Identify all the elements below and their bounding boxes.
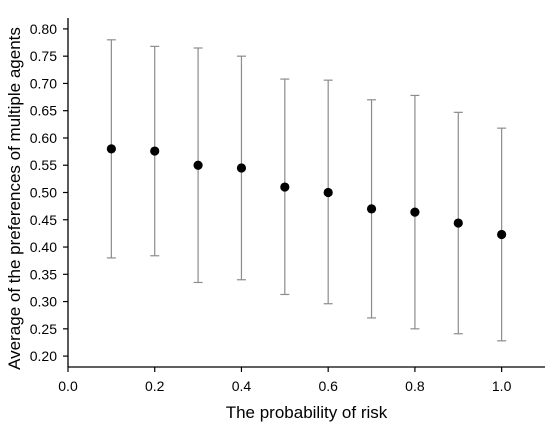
x-axis-title: The probability of risk xyxy=(226,403,388,422)
data-point xyxy=(323,187,333,198)
data-point xyxy=(193,160,203,170)
data-point xyxy=(150,146,160,156)
x-axis-ticks: 0.0 0.2 0.4 0.6 0.8 1.0 xyxy=(58,367,512,394)
x-tick-label: 0.2 xyxy=(145,378,165,394)
y-tick-label: 0.65 xyxy=(30,103,57,119)
y-tick-label: 0.55 xyxy=(30,157,57,173)
data-point xyxy=(280,182,290,192)
y-tick-label: 0.70 xyxy=(30,75,57,91)
y-tick-label: 0.80 xyxy=(30,21,57,37)
y-tick-label: 0.30 xyxy=(30,294,57,310)
data-point xyxy=(366,204,377,214)
x-tick-label: 0.6 xyxy=(318,378,338,394)
y-tick-label: 0.40 xyxy=(30,239,57,255)
y-axis-ticks: 0.20 0.25 0.30 0.35 0.40 0.45 0.50 0.55 0.60 0.65… xyxy=(30,21,68,364)
data-points xyxy=(106,144,507,240)
x-tick-label: 0.4 xyxy=(232,378,252,394)
x-tick-label: 0.8 xyxy=(405,378,425,394)
data-point xyxy=(497,229,507,240)
y-tick-label: 0.25 xyxy=(30,321,57,337)
y-tick-label: 0.60 xyxy=(30,130,57,146)
y-tick-label: 0.75 xyxy=(30,48,57,64)
axes xyxy=(67,18,545,368)
data-point xyxy=(106,144,116,154)
x-tick-label: 1.0 xyxy=(492,378,512,394)
x-tick-label: 0.0 xyxy=(58,378,78,394)
error-bars xyxy=(106,39,507,342)
y-tick-label: 0.35 xyxy=(30,266,57,282)
data-point xyxy=(453,218,463,228)
y-tick-label: 0.20 xyxy=(30,348,57,364)
y-tick-label: 0.45 xyxy=(30,212,57,228)
data-point xyxy=(236,163,247,173)
data-point xyxy=(410,207,420,217)
y-tick-label: 0.50 xyxy=(30,185,57,201)
y-axis-title: Average of the preferences of multiple a… xyxy=(5,27,24,370)
